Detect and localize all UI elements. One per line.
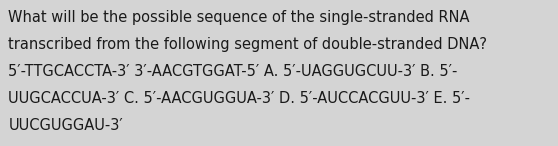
Text: transcribed from the following segment of double-stranded DNA?: transcribed from the following segment o… <box>8 37 487 52</box>
Text: 5′-TTGCACCTA-3′ 3′-AACGTGGAT-5′ A. 5′-UAGGUGCUU-3′ B. 5′-: 5′-TTGCACCTA-3′ 3′-AACGTGGAT-5′ A. 5′-UA… <box>8 64 458 79</box>
Text: What will be the possible sequence of the single-stranded RNA: What will be the possible sequence of th… <box>8 10 470 25</box>
Text: UUCGUGGAU-3′: UUCGUGGAU-3′ <box>8 118 123 133</box>
Text: UUGCACCUA-3′ C. 5′-AACGUGGUA-3′ D. 5′-AUCCACGUU-3′ E. 5′-: UUGCACCUA-3′ C. 5′-AACGUGGUA-3′ D. 5′-AU… <box>8 91 470 106</box>
